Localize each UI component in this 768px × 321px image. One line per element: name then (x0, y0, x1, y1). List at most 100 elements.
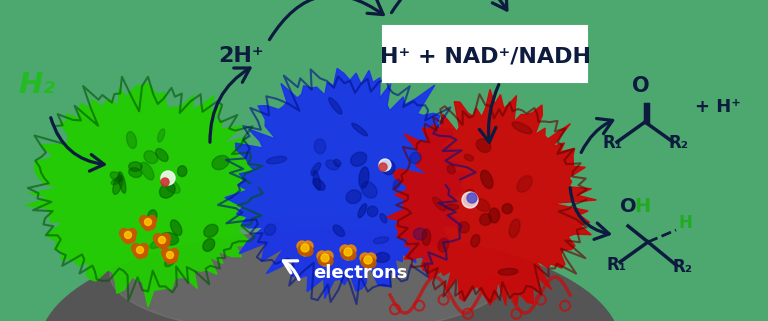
Circle shape (131, 244, 141, 253)
Circle shape (170, 248, 178, 257)
Text: H⁺ + NAD⁺/NADH: H⁺ + NAD⁺/NADH (379, 46, 591, 66)
Ellipse shape (509, 219, 520, 238)
Circle shape (141, 220, 151, 229)
Ellipse shape (110, 215, 510, 321)
Ellipse shape (111, 178, 121, 185)
Circle shape (379, 163, 387, 171)
Ellipse shape (111, 172, 122, 181)
Ellipse shape (329, 98, 342, 114)
Circle shape (121, 232, 131, 241)
Ellipse shape (380, 213, 387, 223)
Ellipse shape (410, 152, 422, 164)
Ellipse shape (144, 151, 157, 164)
Circle shape (467, 193, 477, 203)
Ellipse shape (382, 160, 395, 175)
Circle shape (138, 248, 147, 257)
Circle shape (344, 248, 352, 256)
Ellipse shape (498, 268, 518, 275)
Ellipse shape (471, 234, 480, 247)
Circle shape (120, 229, 128, 238)
Circle shape (161, 248, 170, 257)
Circle shape (364, 256, 372, 264)
Circle shape (379, 159, 391, 171)
Ellipse shape (311, 163, 321, 175)
Circle shape (147, 221, 155, 230)
FancyBboxPatch shape (383, 26, 587, 82)
Text: H: H (678, 214, 692, 232)
Ellipse shape (465, 189, 474, 198)
Circle shape (134, 247, 143, 256)
Ellipse shape (266, 156, 286, 164)
Ellipse shape (313, 178, 325, 190)
Ellipse shape (351, 152, 366, 166)
Circle shape (140, 244, 148, 253)
Circle shape (366, 258, 376, 268)
Ellipse shape (358, 204, 366, 218)
Polygon shape (225, 68, 470, 299)
Circle shape (318, 255, 328, 265)
Circle shape (124, 235, 133, 244)
Polygon shape (386, 89, 597, 306)
Circle shape (303, 241, 313, 251)
Circle shape (323, 251, 333, 261)
FancyArrowPatch shape (570, 188, 609, 239)
Ellipse shape (157, 129, 165, 142)
Circle shape (147, 215, 157, 224)
Ellipse shape (334, 159, 341, 167)
Circle shape (300, 246, 310, 256)
Circle shape (346, 250, 356, 260)
FancyArrowPatch shape (283, 261, 299, 280)
Circle shape (317, 251, 327, 261)
Circle shape (161, 239, 170, 247)
Text: H₂: H₂ (18, 71, 55, 99)
Circle shape (144, 219, 151, 225)
Text: O: O (632, 76, 650, 96)
Circle shape (144, 221, 153, 230)
Ellipse shape (359, 167, 369, 188)
Text: R₂: R₂ (672, 258, 692, 276)
Text: R₂: R₂ (669, 134, 689, 152)
Ellipse shape (264, 224, 276, 236)
Ellipse shape (160, 233, 178, 245)
Circle shape (165, 255, 174, 264)
Circle shape (343, 250, 353, 260)
Text: 2H⁺: 2H⁺ (218, 46, 263, 66)
Circle shape (297, 241, 307, 251)
Text: H: H (634, 197, 650, 216)
Circle shape (341, 249, 351, 259)
Ellipse shape (212, 155, 229, 169)
Circle shape (167, 251, 174, 258)
Circle shape (361, 257, 371, 267)
Ellipse shape (517, 176, 532, 192)
Circle shape (301, 244, 309, 252)
Ellipse shape (177, 166, 187, 177)
Ellipse shape (458, 222, 469, 233)
Ellipse shape (464, 196, 475, 205)
Circle shape (161, 178, 169, 186)
Circle shape (321, 254, 329, 262)
Ellipse shape (118, 172, 126, 193)
Ellipse shape (432, 197, 445, 211)
Ellipse shape (475, 199, 490, 211)
Circle shape (127, 229, 137, 238)
Ellipse shape (333, 225, 345, 237)
Ellipse shape (438, 238, 449, 252)
Ellipse shape (447, 165, 455, 174)
Ellipse shape (422, 229, 431, 246)
Ellipse shape (170, 220, 182, 236)
Circle shape (135, 249, 144, 258)
Ellipse shape (203, 239, 215, 251)
Circle shape (360, 253, 370, 263)
Ellipse shape (162, 178, 180, 194)
Ellipse shape (512, 122, 532, 134)
Ellipse shape (367, 206, 378, 217)
Circle shape (363, 258, 373, 268)
Circle shape (154, 233, 163, 242)
Ellipse shape (352, 123, 367, 136)
FancyArrowPatch shape (479, 84, 499, 142)
Text: + H⁺: + H⁺ (695, 98, 741, 116)
Circle shape (140, 215, 148, 224)
Ellipse shape (373, 237, 389, 244)
Ellipse shape (481, 170, 493, 188)
Ellipse shape (129, 162, 142, 171)
